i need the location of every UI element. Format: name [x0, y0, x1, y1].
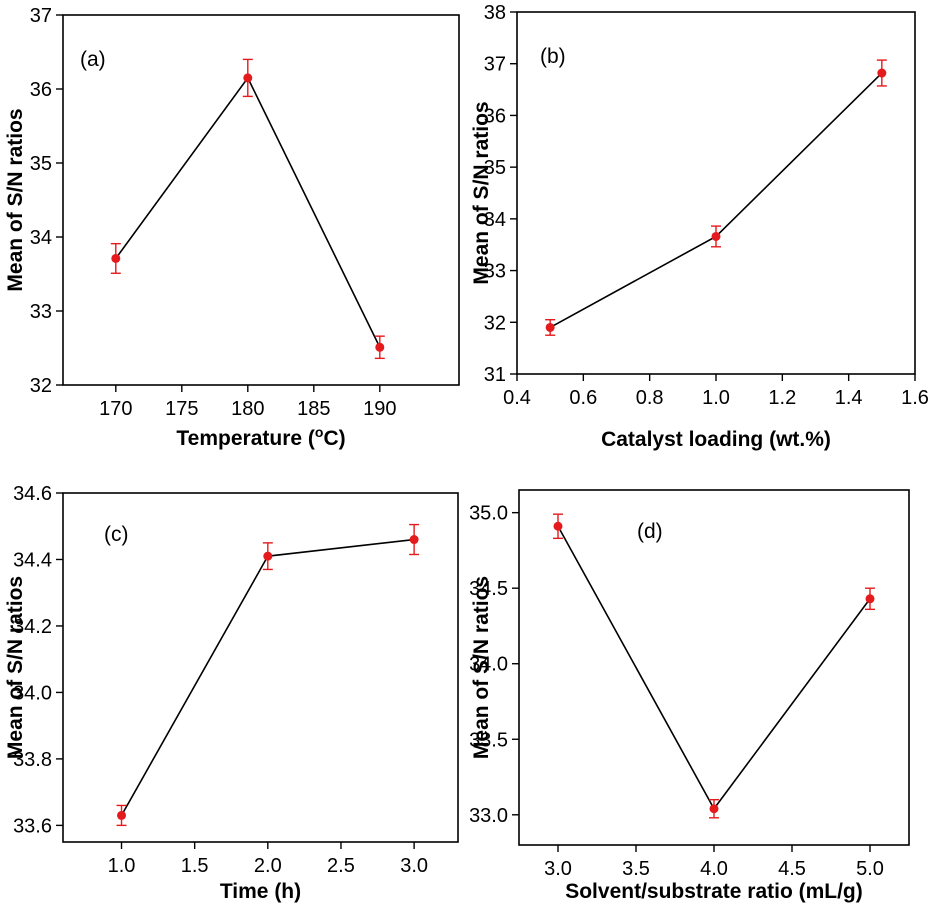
x-tick-label: 170 — [99, 398, 132, 420]
series-line — [120, 538, 415, 816]
x-axis-title: Time (h) — [220, 880, 301, 903]
x-tick-label: 0.4 — [503, 387, 531, 409]
x-tick-label: 1.4 — [835, 387, 863, 409]
y-axis-title: Mean of S/N ratios — [4, 576, 27, 759]
y-tick-label: 32 — [484, 312, 506, 334]
y-tick-label: 38 — [484, 2, 506, 24]
data-point — [117, 810, 127, 820]
data-point — [709, 804, 719, 814]
y-tick-label: 33.0 — [469, 805, 508, 827]
x-tick-label: 5.0 — [856, 858, 884, 880]
y-tick-label: 34 — [30, 227, 52, 249]
x-axis-title-superscript: o — [315, 424, 324, 440]
chart-panel-b: 0.4 0.6 0.8 1.0 1.2 1.4 1.6 31 32 33 34 35 36 37 38 Cat… — [470, 2, 929, 451]
y-tick-label: 32 — [30, 375, 52, 397]
data-point — [263, 551, 273, 561]
x-tick-label: 4.5 — [778, 858, 806, 880]
plot-frame — [518, 489, 910, 846]
y-tick-label: 34.0 — [13, 682, 52, 704]
x-tick-label: 1.2 — [768, 387, 796, 409]
x-tick-label: 185 — [297, 398, 330, 420]
data-point — [409, 535, 419, 545]
data-point — [865, 594, 875, 604]
y-axis-title: Mean of S/N ratios — [470, 576, 493, 759]
x-tick-label: 1.0 — [702, 387, 730, 409]
y-tick-label: 34.2 — [13, 616, 52, 638]
y-tick-label: 31 — [484, 364, 506, 386]
y-axis-title: Mean of S/N ratios — [470, 101, 493, 284]
x-tick-label: 3.0 — [400, 855, 428, 877]
chart-panel-c: 1.0 1.5 2.0 2.5 3.0 33.6 33.8 34.0 34.2 34.4 34.6 T… — [4, 483, 459, 903]
y-tick-label: 36 — [484, 105, 506, 127]
y-tick-label: 37 — [30, 5, 52, 27]
x-tick-label: 190 — [363, 398, 396, 420]
x-tick-label: 0.8 — [636, 387, 664, 409]
plot-frame — [62, 492, 459, 843]
data-point — [243, 73, 253, 83]
data-point — [877, 68, 887, 78]
x-tick-label: 4.0 — [700, 858, 728, 880]
x-axis-title: Solvent/substrate ratio (mL/g) — [565, 880, 863, 903]
y-tick-label: 33.5 — [469, 729, 508, 751]
x-tick-label: 1.5 — [181, 855, 209, 877]
series-line — [115, 76, 381, 348]
y-axis-title: Mean of S/N ratios — [4, 108, 27, 291]
y-tick-label: 33 — [484, 261, 506, 283]
data-point — [111, 253, 121, 263]
y-tick-label: 34 — [484, 209, 506, 231]
x-axis-title: Temperature (oC) — [176, 424, 345, 450]
x-tick-label: 180 — [231, 398, 264, 420]
y-tick-label: 34.4 — [13, 549, 52, 571]
y-tick-label: 34.0 — [469, 654, 508, 676]
panel-label: (c) — [104, 523, 129, 546]
x-tick-label: 3.5 — [622, 858, 650, 880]
x-tick-label: 2.0 — [254, 855, 282, 877]
panel-label: (a) — [80, 48, 106, 71]
x-tick-label: 0.6 — [569, 387, 597, 409]
series-line — [557, 525, 871, 811]
x-tick-label: 1.0 — [108, 855, 136, 877]
y-tick-label: 37 — [484, 54, 506, 76]
y-tick-label: 36 — [30, 79, 52, 101]
panel-label: (b) — [540, 45, 566, 68]
data-point — [711, 231, 721, 241]
panel-label: (d) — [637, 520, 663, 543]
y-tick-label: 33.6 — [13, 815, 52, 837]
x-tick-label: 175 — [165, 398, 198, 420]
plot-frame — [516, 11, 916, 375]
chart-panel-a: 170 175 180 185 190 32 33 34 35 36 37 Temperature (… — [4, 5, 460, 450]
y-tick-label: 33 — [30, 301, 52, 323]
chart-panel-d: 3.0 3.5 4.0 4.5 5.0 33.0 33.5 34.0 34.5 35.0 Solve… — [469, 489, 910, 903]
x-axis-title-text: Temperature ( — [176, 427, 314, 450]
x-tick-label: 1.6 — [901, 387, 929, 409]
x-tick-label: 3.0 — [544, 858, 572, 880]
data-point — [375, 342, 385, 352]
y-tick-label: 33.8 — [13, 749, 52, 771]
x-tick-label: 2.5 — [327, 855, 355, 877]
data-point — [545, 322, 555, 332]
y-tick-label: 35 — [30, 153, 52, 175]
data-point — [553, 521, 563, 531]
x-axis-title: Catalyst loading (wt.%) — [601, 428, 831, 451]
x-axis-title-unit: C) — [323, 427, 345, 450]
plot-frame — [62, 14, 460, 386]
y-tick-label: 35.0 — [469, 503, 508, 525]
series-line — [549, 72, 883, 329]
y-tick-label: 34.6 — [13, 483, 52, 505]
y-tick-label: 34.5 — [469, 578, 508, 600]
y-tick-label: 35 — [484, 157, 506, 179]
